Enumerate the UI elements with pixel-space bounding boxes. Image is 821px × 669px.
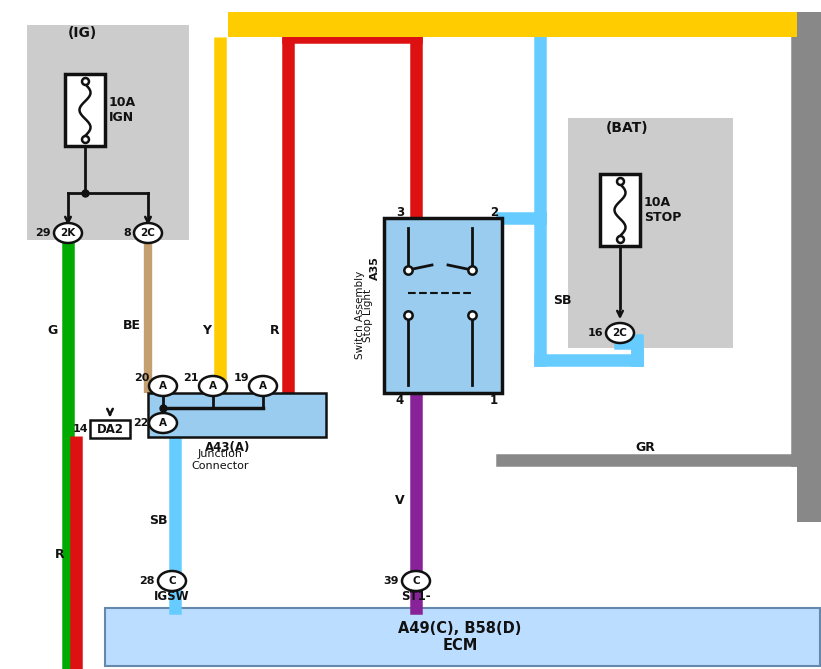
Text: GR: GR	[635, 440, 655, 454]
Text: 29: 29	[35, 228, 51, 238]
Text: 10A
STOP: 10A STOP	[644, 196, 681, 224]
Ellipse shape	[606, 323, 634, 343]
Text: 20: 20	[134, 373, 149, 383]
Ellipse shape	[54, 223, 82, 243]
Ellipse shape	[402, 571, 430, 591]
Text: Switch Assembly: Switch Assembly	[355, 271, 365, 359]
Bar	[797, 12, 821, 522]
Text: C: C	[412, 576, 420, 586]
Text: DA2: DA2	[97, 423, 123, 436]
Text: 2: 2	[490, 205, 498, 219]
Ellipse shape	[149, 413, 177, 433]
Text: 10A
IGN: 10A IGN	[109, 96, 136, 124]
Bar	[90, 420, 130, 438]
Text: 39: 39	[383, 576, 399, 586]
Text: V: V	[395, 494, 405, 506]
Bar	[65, 74, 105, 146]
Bar	[148, 393, 326, 437]
Ellipse shape	[199, 376, 227, 396]
Text: BE: BE	[123, 318, 141, 332]
Text: A: A	[259, 381, 267, 391]
Text: Stop Light: Stop Light	[363, 288, 373, 342]
Text: SB: SB	[553, 294, 571, 306]
Text: 1: 1	[490, 393, 498, 407]
Text: 21: 21	[184, 373, 199, 383]
Ellipse shape	[158, 571, 186, 591]
Text: G: G	[47, 324, 57, 337]
Text: 16: 16	[587, 328, 603, 338]
Text: C: C	[168, 576, 176, 586]
Bar	[105, 608, 820, 666]
Text: (IG): (IG)	[67, 26, 97, 40]
Text: ST1-: ST1-	[401, 589, 431, 603]
Text: (BAT): (BAT)	[606, 121, 649, 135]
Text: R: R	[55, 549, 65, 561]
Text: Junction
Connector: Junction Connector	[191, 449, 249, 471]
Text: A35: A35	[370, 256, 380, 280]
Text: 2C: 2C	[612, 328, 627, 338]
Text: 14: 14	[72, 424, 88, 434]
Ellipse shape	[249, 376, 277, 396]
Bar	[600, 174, 640, 246]
Text: 22: 22	[134, 418, 149, 428]
Text: A43(A): A43(A)	[205, 440, 250, 454]
Text: SB: SB	[149, 514, 167, 527]
Bar	[27, 25, 189, 240]
Text: A49(C), B58(D)
ECM: A49(C), B58(D) ECM	[398, 621, 521, 653]
Text: 19: 19	[233, 373, 249, 383]
Bar	[228, 12, 821, 37]
Ellipse shape	[134, 223, 162, 243]
Text: R: R	[270, 324, 280, 337]
Bar	[568, 118, 733, 348]
Text: 2C: 2C	[140, 228, 155, 238]
Text: 8: 8	[123, 228, 131, 238]
Text: IGSW: IGSW	[154, 589, 190, 603]
Text: 2K: 2K	[61, 228, 76, 238]
Text: A: A	[159, 381, 167, 391]
Text: 3: 3	[396, 205, 404, 219]
Text: 28: 28	[140, 576, 155, 586]
Text: A: A	[209, 381, 217, 391]
Ellipse shape	[149, 376, 177, 396]
Text: 4: 4	[396, 393, 404, 407]
Bar	[384, 218, 502, 393]
Text: A: A	[159, 418, 167, 428]
Text: Y: Y	[203, 324, 212, 337]
